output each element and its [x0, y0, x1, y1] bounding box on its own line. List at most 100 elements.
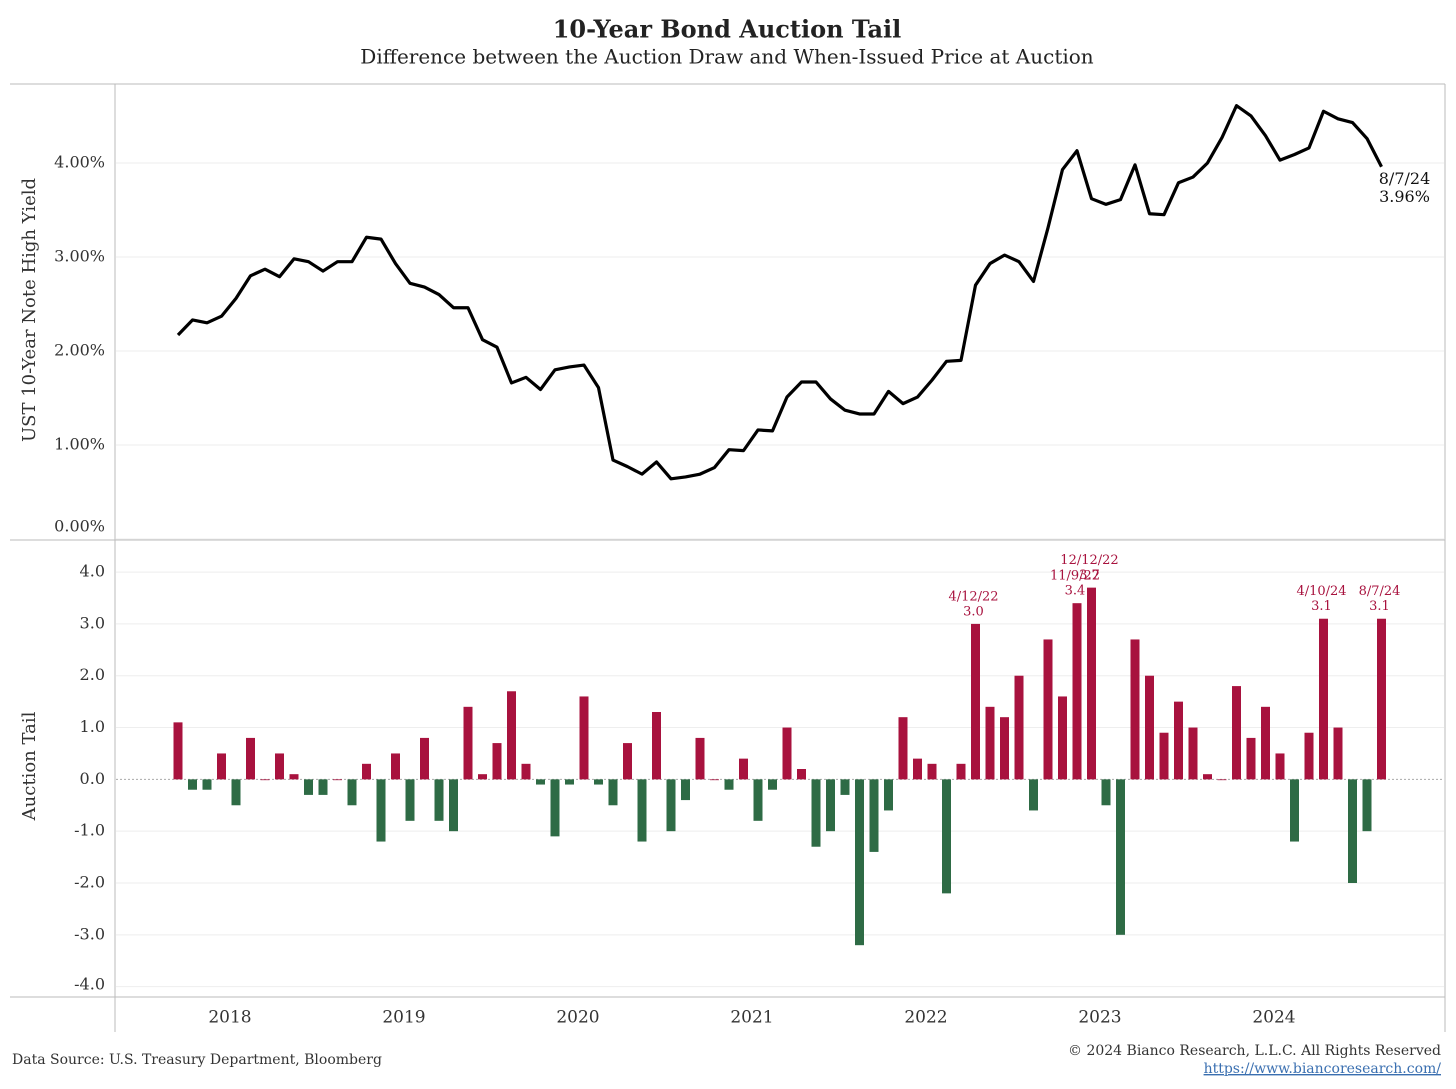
bar	[1290, 779, 1299, 842]
x-tick-label: 2023	[1078, 1008, 1121, 1028]
bar	[1174, 701, 1183, 780]
bar	[1333, 727, 1343, 780]
bar	[1029, 779, 1038, 811]
bar	[666, 779, 676, 832]
bar	[971, 623, 980, 780]
bar	[869, 779, 879, 852]
bar	[521, 763, 531, 780]
bar	[637, 779, 647, 842]
bar	[797, 769, 806, 780]
chart-subtitle: Difference between the Auction Draw and …	[360, 45, 1094, 69]
annotation-date: 8/7/24	[1379, 169, 1431, 188]
bar	[1058, 696, 1067, 780]
bar	[202, 779, 212, 790]
bar	[608, 779, 618, 806]
value-label: 3.1	[1311, 599, 1332, 614]
value-label: 3.7	[1079, 568, 1100, 583]
bar	[840, 779, 850, 795]
bar	[434, 779, 444, 821]
bar	[579, 696, 589, 780]
source: Data Source: U.S. Treasury Department, B…	[12, 1052, 382, 1068]
bar	[405, 779, 415, 821]
bar	[362, 763, 371, 780]
bar	[753, 779, 763, 821]
y-tick-label: 3.00%	[54, 246, 105, 265]
bar	[391, 753, 400, 780]
bar	[478, 774, 487, 780]
value-label: 3.4	[1065, 584, 1086, 599]
bar	[536, 779, 545, 785]
bar	[260, 779, 270, 781]
bar	[318, 779, 328, 795]
bar	[1217, 779, 1227, 781]
bar	[811, 779, 821, 847]
bar	[942, 779, 951, 894]
bar	[594, 779, 603, 785]
x-tick-label: 2022	[904, 1008, 947, 1028]
bar	[231, 779, 241, 806]
bar	[463, 706, 473, 780]
x-tick-label: 2024	[1252, 1008, 1295, 1028]
bar	[1145, 675, 1154, 780]
bar	[1188, 727, 1198, 780]
bar	[724, 779, 734, 790]
value-label: 3.96%	[1379, 187, 1430, 206]
bar	[855, 779, 864, 946]
url[interactable]: https://www.biancoresearch.com/	[1204, 1061, 1442, 1077]
bar	[782, 727, 792, 780]
bar	[217, 753, 226, 780]
bar	[695, 737, 705, 780]
bar	[1304, 732, 1314, 780]
bar	[304, 779, 313, 795]
bar	[1087, 587, 1096, 780]
bar	[1072, 603, 1082, 780]
x-tick-label: 2020	[556, 1008, 599, 1028]
annotation-date: 4/12/22	[948, 589, 998, 604]
y-tick-label: -1.0	[74, 821, 105, 840]
bar	[985, 706, 995, 780]
bar	[1130, 639, 1140, 780]
bar	[884, 779, 893, 811]
value-label: 3.0	[963, 604, 984, 619]
bar	[1377, 618, 1386, 780]
bar	[1159, 732, 1169, 780]
bar	[1014, 675, 1024, 780]
bar	[550, 779, 560, 837]
y-tick-label: 2.00%	[54, 340, 105, 359]
bar	[492, 743, 502, 780]
bar	[275, 753, 284, 780]
y-tick-label: 0.0	[80, 769, 105, 788]
bar	[1101, 779, 1111, 806]
bar	[1348, 779, 1357, 883]
bar	[768, 779, 777, 790]
bar	[420, 737, 429, 780]
bar	[347, 779, 357, 806]
chart-title: 10-Year Bond Auction Tail	[553, 15, 902, 44]
y-axis-label: UST 10-Year Note High Yield	[19, 178, 40, 442]
bar	[565, 779, 574, 785]
y-tick-label: 1.00%	[54, 434, 105, 453]
bar	[623, 743, 632, 780]
y-tick-label: -4.0	[74, 975, 105, 994]
y-tick-label: 4.00%	[54, 152, 105, 171]
bar	[449, 779, 458, 832]
y-tick-label: 1.0	[80, 717, 105, 736]
annotation-date: 4/10/24	[1296, 584, 1346, 599]
bar	[1275, 753, 1285, 780]
copyright: © 2024 Bianco Research, L.L.C. All Right…	[1068, 1043, 1441, 1059]
bar	[1000, 717, 1009, 780]
bar	[652, 712, 661, 780]
bar	[710, 779, 719, 781]
y-tick-label: 3.0	[80, 613, 105, 632]
x-tick-label: 2021	[730, 1008, 773, 1028]
annotation-date: 11/9/22	[1050, 569, 1100, 584]
y-tick-label: -2.0	[74, 873, 105, 892]
x-tick-label: 2019	[382, 1008, 425, 1028]
bar	[1319, 618, 1328, 780]
bar	[681, 779, 690, 801]
annotation-date: 8/7/24	[1359, 584, 1401, 599]
bar	[927, 763, 937, 780]
y-tick-label: -3.0	[74, 924, 105, 943]
bar	[898, 717, 908, 780]
